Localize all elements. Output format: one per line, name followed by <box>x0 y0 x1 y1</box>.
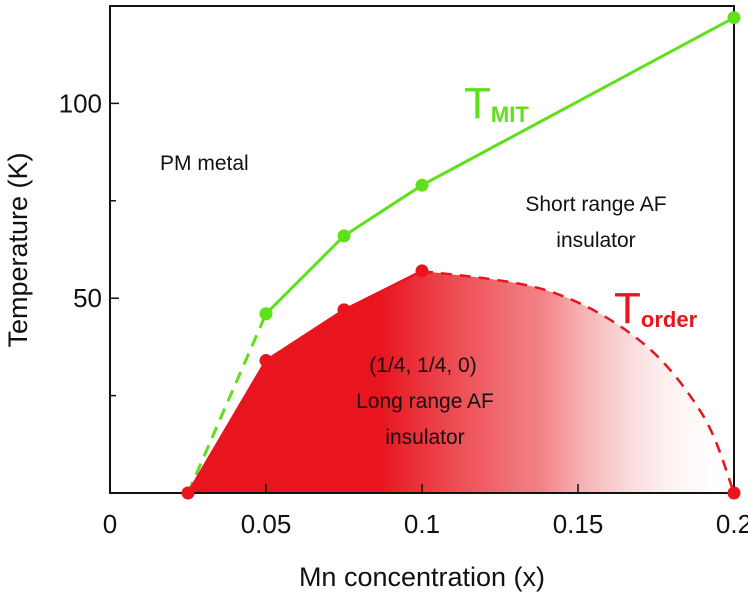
series-layer <box>181 11 741 500</box>
x-tick-label: 0.2 <box>716 509 748 539</box>
long-range-label-line2: Long range AF <box>356 390 494 413</box>
t-order-point <box>727 486 741 500</box>
y-tick-label: 50 <box>73 283 102 313</box>
axis-ticks: 0 0.05 0.1 0.15 0.2 50 100 <box>59 88 748 539</box>
long-range-label-line3: insulator <box>385 426 464 449</box>
x-tick-label: 0.1 <box>404 509 440 539</box>
t-mit-point <box>727 11 741 25</box>
short-range-label-line1: Short range AF <box>525 193 666 216</box>
t-order-label-main: T <box>614 284 641 333</box>
x-tick-label: 0.05 <box>241 509 292 539</box>
t-mit-dashed-extension <box>186 313 268 494</box>
long-range-label-line1: (1/4, 1/4, 0) <box>369 354 476 377</box>
t-mit-point <box>415 178 429 192</box>
t-mit-label-sub: MIT <box>491 102 529 127</box>
t-order-point <box>337 303 351 317</box>
t-mit-point <box>337 229 351 243</box>
pm-metal-label: PM metal <box>160 152 249 175</box>
t-order-point <box>181 486 195 500</box>
y-tick-label: 100 <box>59 88 102 118</box>
t-order-point <box>415 264 429 278</box>
t-order-dashed-extension <box>421 269 736 494</box>
t-mit-line <box>264 16 735 315</box>
y-axis-title: Temperature (K) <box>3 152 33 347</box>
t-mit-point <box>259 307 273 321</box>
short-range-label-line2: insulator <box>556 229 635 252</box>
t-order-line <box>186 269 423 494</box>
x-axis-title: Mn concentration (x) <box>299 562 545 592</box>
t-mit-label-main: T <box>464 79 491 128</box>
long-range-order-region <box>188 270 734 493</box>
t-order-point <box>259 354 273 368</box>
t-order-label-sub: order <box>641 307 698 332</box>
x-tick-label: 0.15 <box>553 509 604 539</box>
x-tick-label: 0 <box>103 509 117 539</box>
t-order-series-label: Torder <box>614 284 698 333</box>
t-mit-series-label: TMIT <box>464 79 529 128</box>
